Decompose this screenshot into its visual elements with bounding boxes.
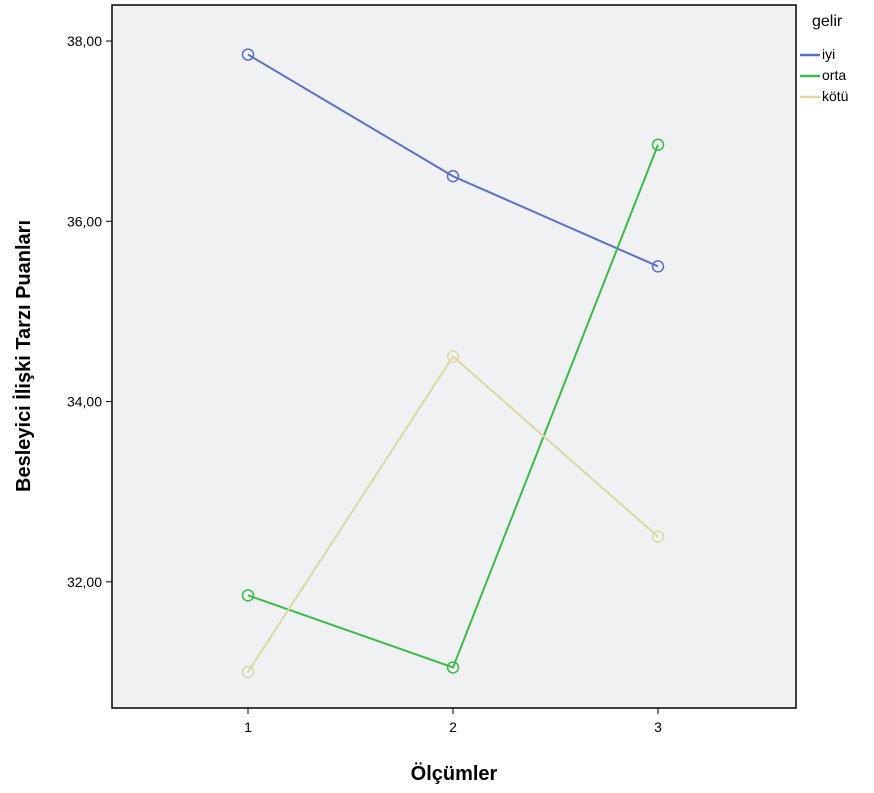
data-point (446, 661, 460, 674)
legend: gelir iyi orta kötü (800, 13, 848, 104)
y-tick-label: 38,00 (67, 33, 102, 49)
data-point (446, 169, 460, 183)
series-orta (241, 138, 665, 674)
series-line (247, 144, 659, 669)
x-tick-label: 3 (654, 719, 662, 735)
data-point (241, 665, 255, 679)
legend-label: orta (822, 67, 846, 83)
data-point (651, 260, 665, 273)
series-iyi (241, 48, 665, 273)
series-line (247, 354, 659, 673)
data-point (241, 589, 255, 602)
x-axis-title: Ölçümler (411, 762, 498, 785)
x-tick-label: 2 (449, 719, 457, 735)
legend-title: gelir (812, 13, 843, 30)
y-tick-label: 36,00 (67, 213, 102, 229)
x-axis: 1 2 3 (244, 708, 662, 735)
data-point (651, 530, 665, 544)
y-tick-label: 34,00 (67, 394, 102, 410)
y-axis: 32,00 34,00 36,00 38,00 (67, 33, 112, 590)
y-axis-title: Besleyici İlişki Tarzı Puanları (12, 220, 35, 492)
x-tick-label: 1 (244, 719, 252, 735)
data-point (651, 138, 665, 151)
y-tick-label: 32,00 (67, 574, 102, 590)
series-kötü (241, 350, 665, 679)
legend-label: iyi (822, 46, 835, 62)
data-point (446, 350, 460, 363)
series-line (247, 53, 659, 268)
series-layer (241, 48, 665, 679)
legend-label: kötü (822, 88, 848, 104)
data-point (241, 48, 255, 61)
